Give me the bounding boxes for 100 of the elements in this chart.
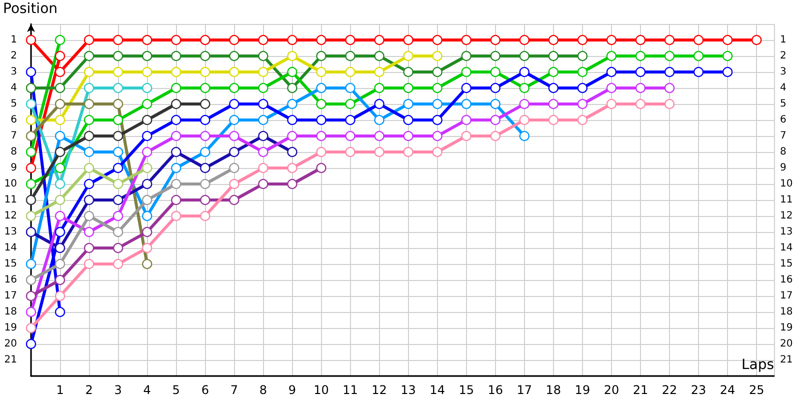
y-tick-label: 3 bbox=[10, 66, 17, 78]
point bbox=[664, 82, 675, 94]
point bbox=[171, 130, 182, 142]
x-tick-label: 11 bbox=[342, 383, 358, 397]
point bbox=[403, 34, 414, 46]
point bbox=[112, 114, 124, 126]
point bbox=[490, 114, 500, 126]
point bbox=[316, 98, 326, 110]
point bbox=[316, 114, 326, 126]
x-axis-title: Laps bbox=[741, 357, 774, 373]
point bbox=[171, 210, 182, 222]
point bbox=[258, 82, 268, 94]
point bbox=[461, 82, 472, 94]
point bbox=[258, 34, 268, 46]
point bbox=[345, 66, 356, 78]
point bbox=[461, 130, 472, 142]
y-tick-label: 20 bbox=[4, 338, 17, 350]
point bbox=[54, 306, 66, 318]
point bbox=[258, 146, 268, 158]
point bbox=[635, 82, 646, 94]
point bbox=[142, 114, 152, 126]
point bbox=[54, 162, 66, 174]
point bbox=[751, 34, 762, 46]
point bbox=[432, 82, 442, 94]
point bbox=[26, 178, 36, 190]
point bbox=[403, 114, 414, 126]
y2-tick-label: 8 bbox=[780, 146, 786, 158]
point bbox=[519, 82, 530, 94]
point bbox=[287, 50, 298, 62]
point bbox=[142, 178, 152, 190]
point bbox=[606, 98, 617, 110]
y2-tick-label: 4 bbox=[780, 82, 786, 94]
point bbox=[229, 82, 240, 94]
point bbox=[287, 146, 298, 158]
point bbox=[26, 162, 36, 174]
point bbox=[635, 98, 646, 110]
point bbox=[112, 258, 124, 270]
point bbox=[287, 66, 298, 78]
x-tick-label: 22 bbox=[662, 383, 678, 397]
x-tick-label: 9 bbox=[288, 383, 296, 397]
x-tick-label: 14 bbox=[430, 383, 445, 397]
point bbox=[229, 162, 240, 174]
point bbox=[54, 274, 66, 286]
point bbox=[200, 130, 210, 142]
point bbox=[229, 146, 240, 158]
point bbox=[577, 50, 588, 62]
point bbox=[54, 114, 66, 126]
y2-tick-label: 16 bbox=[780, 274, 793, 286]
point bbox=[54, 34, 66, 46]
point bbox=[432, 98, 442, 110]
point bbox=[142, 162, 152, 174]
point bbox=[200, 210, 210, 222]
point bbox=[635, 50, 646, 62]
point bbox=[142, 98, 152, 110]
point bbox=[432, 130, 442, 142]
point bbox=[229, 130, 240, 142]
y2-tick-label: 13 bbox=[780, 226, 793, 238]
point bbox=[54, 194, 66, 206]
x-tick-label: 1 bbox=[56, 383, 64, 397]
point bbox=[693, 34, 704, 46]
point bbox=[606, 66, 617, 78]
point bbox=[519, 98, 530, 110]
y-tick-label: 1 bbox=[10, 34, 17, 46]
y-axis-title: Position bbox=[3, 1, 58, 17]
point bbox=[200, 50, 210, 62]
y-tick-label: 10 bbox=[4, 178, 17, 190]
point bbox=[84, 130, 94, 142]
point bbox=[26, 274, 36, 286]
point bbox=[26, 194, 36, 206]
point bbox=[258, 50, 268, 62]
point bbox=[345, 130, 356, 142]
point bbox=[142, 66, 152, 78]
y2-tick-label: 6 bbox=[780, 114, 786, 126]
point bbox=[171, 194, 182, 206]
point bbox=[258, 66, 268, 78]
y2-tick-label: 7 bbox=[780, 130, 786, 142]
point bbox=[345, 146, 356, 158]
y-tick-label: 12 bbox=[4, 210, 17, 222]
point bbox=[403, 146, 414, 158]
y2-tick-label: 12 bbox=[780, 210, 793, 222]
point bbox=[26, 210, 36, 222]
point bbox=[432, 146, 442, 158]
point bbox=[54, 210, 66, 222]
point bbox=[112, 210, 124, 222]
point bbox=[54, 258, 66, 270]
point bbox=[316, 50, 326, 62]
point bbox=[200, 82, 210, 94]
point bbox=[374, 146, 384, 158]
point bbox=[548, 66, 559, 78]
point bbox=[490, 50, 500, 62]
x-tick-label: 15 bbox=[458, 383, 474, 397]
point bbox=[112, 146, 124, 158]
y2-tick-label: 2 bbox=[780, 50, 786, 62]
point bbox=[490, 66, 500, 78]
point bbox=[26, 114, 36, 126]
y-tick-label: 2 bbox=[10, 50, 17, 62]
point bbox=[112, 50, 124, 62]
point bbox=[664, 66, 675, 78]
point bbox=[54, 130, 66, 142]
point bbox=[112, 130, 124, 142]
